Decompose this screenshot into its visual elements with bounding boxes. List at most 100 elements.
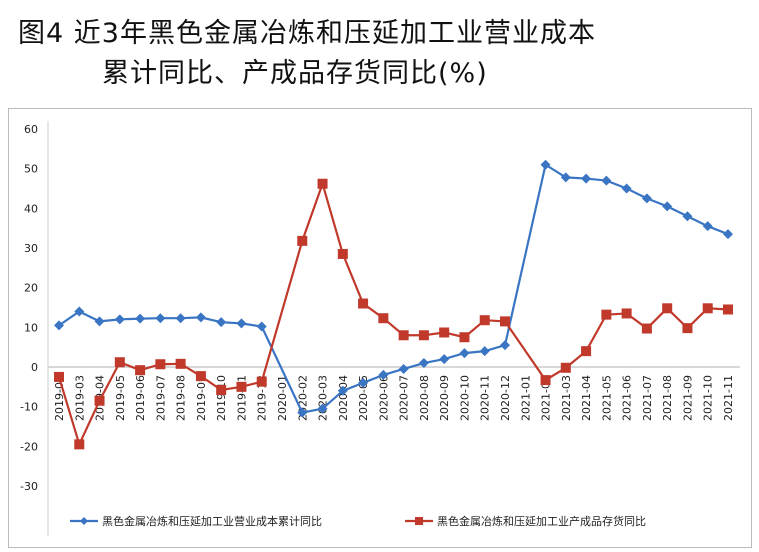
x-tick-label: 2020-07 — [398, 375, 411, 421]
x-tick-label: 2020-02 — [296, 375, 309, 421]
data-point-diamond — [560, 172, 571, 183]
chart-frame — [8, 108, 752, 548]
title-line-1: 图4 近3年黑色金属冶炼和压延加工业营业成本 — [18, 18, 596, 49]
x-tick-label: 2021-02 — [540, 375, 553, 421]
data-point-square — [256, 376, 267, 387]
data-point-diamond — [216, 317, 227, 328]
y-tick-label: -30 — [20, 480, 38, 493]
data-point-square — [398, 330, 409, 341]
data-point-square — [439, 327, 450, 338]
data-point-square — [459, 332, 470, 343]
data-point-diamond — [155, 313, 166, 324]
x-tick-label: 2020-11 — [479, 375, 492, 421]
data-point-diamond — [175, 313, 186, 324]
data-point-square — [236, 381, 247, 392]
data-point-diamond — [500, 340, 510, 351]
data-point-diamond — [540, 159, 551, 170]
data-point-diamond — [236, 318, 247, 329]
x-tick-label: 2019-10 — [215, 375, 228, 421]
data-point-diamond — [439, 354, 450, 365]
x-tick-label: 2019-06 — [134, 375, 147, 421]
x-tick-label: 2021-06 — [621, 375, 634, 421]
data-point-diamond — [54, 320, 64, 331]
x-tick-label: 2021-03 — [560, 375, 573, 421]
x-tick-label: 2019-09 — [195, 375, 208, 421]
legend-label: 黑色金属冶炼和压延加工业营业成本累计同比 — [102, 514, 322, 528]
y-tick-label: 50 — [24, 163, 38, 176]
data-point-diamond — [195, 312, 206, 323]
y-tick-label: -10 — [20, 401, 38, 414]
data-point-diamond — [337, 385, 348, 396]
data-point-square — [155, 359, 166, 370]
data-point-square — [540, 375, 551, 386]
y-tick-label: 60 — [24, 123, 38, 136]
data-point-diamond — [378, 369, 389, 380]
y-tick-label: 20 — [24, 282, 38, 295]
data-point-diamond — [662, 201, 673, 212]
data-point-square — [297, 235, 308, 246]
data-point-square — [581, 346, 592, 357]
data-point-square — [216, 385, 227, 396]
data-point-square — [74, 439, 85, 450]
data-point-square — [378, 313, 389, 324]
data-point-diamond — [114, 314, 125, 325]
data-point-square — [54, 371, 64, 382]
x-tick-label: 2020-06 — [377, 375, 390, 421]
legend-label: 黑色金属冶炼和压延加工业产成品存货同比 — [437, 514, 646, 528]
data-point-diamond — [418, 358, 429, 369]
data-point-square — [94, 395, 105, 406]
data-point-diamond — [581, 173, 592, 184]
data-point-diamond — [479, 346, 490, 357]
data-point-square — [195, 371, 206, 382]
data-point-square — [723, 304, 733, 315]
x-tick-label: 2021-09 — [681, 375, 694, 421]
x-tick-label: 2021-01 — [519, 375, 532, 421]
chart-title: 图4 近3年黑色金属冶炼和压延加工业营业成本 累计同比、产成品存货同比(%) — [18, 14, 596, 94]
data-point-diamond — [459, 348, 470, 359]
data-point-square — [175, 358, 186, 369]
x-tick-label: 2021-10 — [702, 375, 715, 421]
x-tick-label: 2019-03 — [73, 375, 86, 421]
x-tick-label: 2021-07 — [641, 375, 654, 421]
data-point-diamond — [135, 313, 146, 324]
data-point-square — [114, 357, 125, 368]
data-point-diamond — [398, 363, 409, 374]
data-point-diamond — [256, 321, 267, 332]
x-tick-label: 2020-05 — [357, 375, 370, 421]
data-point-diamond — [702, 221, 713, 232]
data-point-square — [358, 298, 369, 309]
data-point-square — [135, 365, 146, 376]
x-tick-label: 2019-07 — [154, 375, 167, 421]
data-point-diamond — [621, 183, 632, 194]
data-point-diamond — [297, 407, 308, 418]
data-point-square — [601, 309, 612, 320]
legend-marker-diamond — [80, 517, 88, 525]
x-tick-label: 2021-05 — [600, 375, 613, 421]
data-point-square — [500, 316, 510, 327]
data-point-diamond — [682, 211, 693, 222]
data-point-square — [621, 308, 632, 319]
y-tick-label: 10 — [24, 321, 38, 334]
y-tick-label: 0 — [31, 361, 38, 374]
data-point-square — [418, 330, 429, 341]
x-tick-label: 2020-04 — [337, 375, 350, 421]
x-tick-label: 2019-05 — [114, 375, 127, 421]
y-tick-label: 30 — [24, 242, 38, 255]
data-point-diamond — [94, 316, 105, 327]
data-point-square — [641, 323, 652, 334]
data-point-diamond — [358, 377, 369, 388]
x-tick-label: 2021-11 — [722, 375, 735, 421]
data-point-square — [317, 178, 328, 189]
data-point-diamond — [601, 175, 612, 186]
data-point-diamond — [723, 229, 733, 240]
data-point-diamond — [641, 193, 652, 204]
x-tick-label: 2020-09 — [438, 375, 451, 421]
data-point-square — [560, 362, 571, 373]
x-tick-label: 2021-04 — [580, 375, 593, 421]
data-point-square — [337, 248, 348, 259]
x-tick-label: 2020-03 — [317, 375, 330, 421]
y-tick-label: -20 — [20, 440, 38, 453]
data-point-diamond — [74, 306, 85, 317]
title-line-2: 累计同比、产成品存货同比(%) — [102, 58, 488, 89]
